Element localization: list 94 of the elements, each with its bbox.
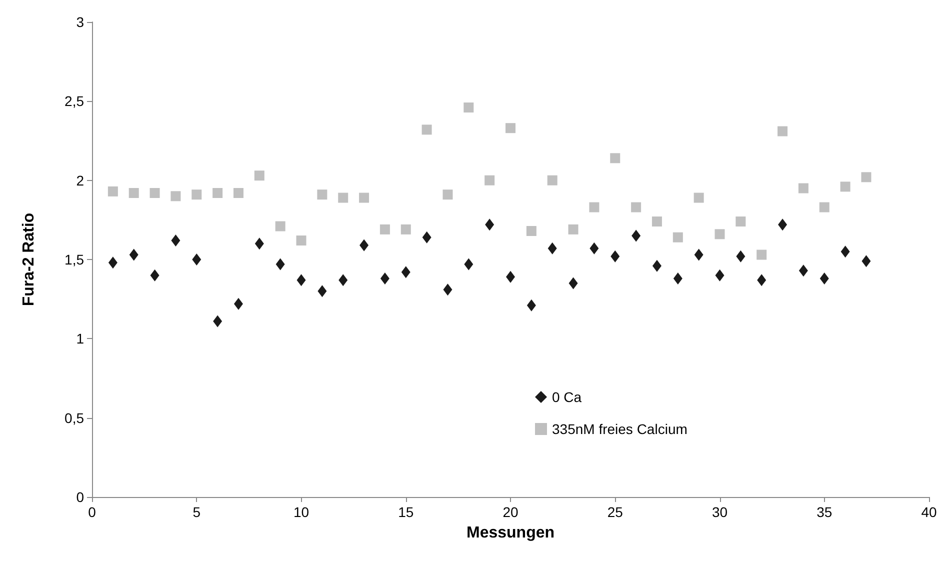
x-tick-label: 25 — [607, 504, 624, 520]
point — [590, 242, 599, 254]
point — [254, 170, 264, 181]
point — [820, 272, 829, 284]
point — [631, 202, 642, 212]
point — [254, 238, 264, 250]
y-tick-label: 0,5 — [64, 410, 84, 426]
point — [632, 230, 641, 242]
point — [296, 236, 306, 246]
point — [338, 192, 348, 203]
x-tick-label: 0 — [88, 504, 96, 520]
point — [589, 202, 600, 212]
point — [778, 218, 788, 231]
point — [610, 250, 620, 262]
point — [548, 242, 557, 254]
point — [464, 258, 474, 270]
point — [108, 256, 118, 269]
point — [318, 285, 327, 298]
point — [485, 218, 494, 231]
point — [338, 274, 348, 286]
point — [212, 188, 223, 198]
point — [129, 248, 138, 261]
x-tick-label: 30 — [712, 504, 728, 520]
x-tick-label: 15 — [398, 504, 414, 520]
point — [610, 153, 620, 164]
x-tick-label: 35 — [816, 504, 832, 520]
point — [234, 298, 243, 310]
x-axis-title: Messungen — [466, 524, 555, 542]
point — [652, 216, 662, 226]
y-axis-title: Fura-2 Ratio — [20, 212, 38, 306]
point — [443, 284, 452, 296]
point — [233, 188, 244, 198]
y-tick-label: 2 — [76, 172, 84, 188]
point — [170, 191, 181, 202]
point — [400, 224, 411, 234]
point — [359, 192, 370, 203]
x-tick-label: 5 — [192, 504, 201, 520]
point — [360, 239, 369, 252]
point — [484, 175, 495, 186]
point — [213, 315, 222, 328]
point — [526, 226, 536, 236]
point — [840, 246, 850, 258]
point — [192, 190, 202, 200]
y-tick-label: 0 — [76, 489, 84, 505]
point — [798, 183, 808, 194]
x-tick-label: 10 — [293, 504, 310, 520]
point — [862, 255, 871, 268]
point — [715, 269, 724, 282]
y-tick-label: 3 — [76, 14, 84, 30]
point — [171, 234, 180, 246]
point — [673, 272, 682, 284]
point — [401, 266, 410, 278]
point — [108, 186, 118, 196]
point — [672, 232, 683, 242]
point — [736, 216, 746, 226]
point — [526, 299, 536, 312]
point — [861, 172, 872, 182]
point — [756, 250, 767, 260]
legend-label: 335nM freies Calcium — [552, 421, 688, 437]
point — [275, 221, 286, 232]
y-tick-label: 1,5 — [64, 252, 84, 268]
point — [380, 224, 390, 234]
point — [150, 269, 160, 282]
point — [506, 270, 515, 283]
point — [798, 264, 808, 277]
point — [192, 254, 202, 266]
y-tick-label: 1 — [76, 330, 84, 347]
point — [128, 188, 139, 198]
point — [296, 274, 306, 286]
point — [380, 272, 390, 284]
point — [150, 188, 160, 198]
point — [819, 202, 830, 212]
point — [422, 231, 432, 244]
point — [422, 124, 432, 135]
point — [757, 274, 766, 286]
point — [568, 224, 578, 234]
x-tick-label: 20 — [502, 504, 518, 520]
point — [442, 190, 453, 200]
point — [778, 126, 788, 136]
point — [276, 258, 285, 270]
x-tick-label: 40 — [921, 504, 937, 520]
point — [840, 182, 850, 192]
point — [652, 260, 662, 272]
point — [736, 250, 746, 262]
point — [464, 102, 474, 112]
legend-label: 0 Ca — [552, 389, 582, 405]
y-tick-label: 2,5 — [64, 93, 84, 110]
point — [317, 190, 328, 200]
point — [506, 123, 516, 134]
point — [694, 192, 704, 203]
point — [694, 248, 704, 261]
point — [568, 277, 578, 290]
point — [547, 175, 558, 186]
point — [714, 229, 725, 240]
